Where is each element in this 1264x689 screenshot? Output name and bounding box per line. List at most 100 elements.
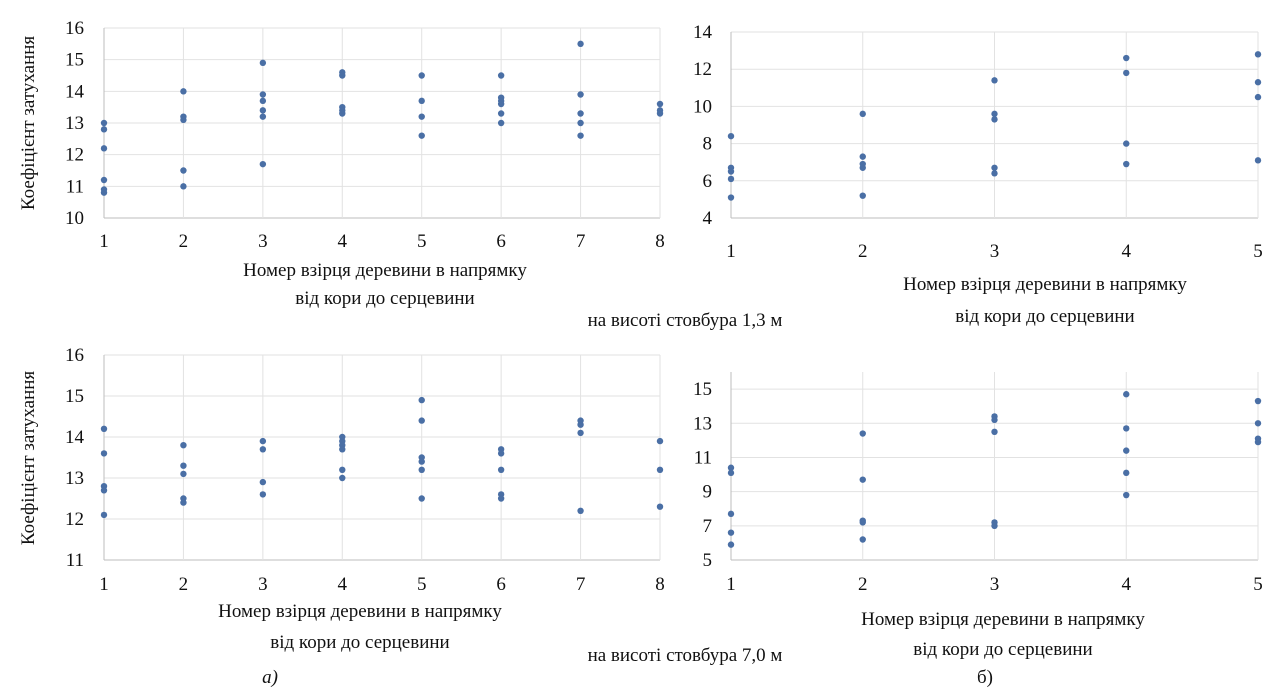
- x-tick-label: 8: [655, 574, 665, 595]
- data-point: [656, 503, 664, 510]
- data-point: [1254, 397, 1262, 405]
- x-tick-label: 5: [1253, 241, 1263, 262]
- data-point: [180, 183, 187, 190]
- x-tick-label: 2: [858, 574, 868, 595]
- caption-top: на висоті стовбура 1,3 м: [588, 310, 783, 331]
- x-axis-label-line2: від кори до серцевини: [913, 639, 1092, 660]
- y-tick-label: 16: [65, 345, 84, 366]
- data-point: [259, 160, 267, 168]
- data-point: [418, 458, 425, 465]
- y-tick-label: 15: [693, 379, 712, 400]
- x-tick-label: 1: [99, 231, 109, 252]
- data-point: [259, 97, 267, 105]
- y-tick-label: 14: [693, 22, 713, 43]
- x-tick-label: 5: [417, 231, 427, 252]
- y-tick-label: 11: [66, 550, 84, 571]
- y-tick-label: 7: [703, 516, 713, 537]
- data-point: [259, 91, 267, 98]
- x-tick-label: 3: [258, 574, 268, 595]
- data-point: [259, 59, 267, 67]
- data-point: [339, 466, 346, 473]
- data-point: [339, 446, 346, 453]
- data-point: [1123, 391, 1130, 398]
- data-point: [656, 110, 664, 117]
- data-point: [418, 72, 425, 79]
- x-tick-label: 5: [417, 574, 427, 595]
- data-point: [859, 476, 866, 483]
- data-point: [1123, 425, 1130, 432]
- y-tick-label: 16: [65, 18, 84, 39]
- data-point: [418, 132, 425, 139]
- data-point: [497, 466, 505, 473]
- x-tick-label: 4: [338, 574, 348, 595]
- data-point: [727, 168, 735, 175]
- x-axis-label-line1: Номер взірця деревини в напрямку: [861, 609, 1145, 630]
- data-point: [991, 428, 998, 436]
- data-point: [339, 474, 346, 482]
- data-point: [339, 110, 346, 117]
- data-point: [100, 126, 108, 133]
- x-tick-label: 7: [576, 574, 586, 595]
- data-point: [991, 116, 998, 123]
- data-point: [577, 110, 584, 117]
- data-point: [259, 491, 267, 498]
- y-tick-label: 5: [703, 550, 713, 571]
- x-tick-label: 6: [496, 231, 506, 252]
- x-tick-label: 4: [1122, 574, 1132, 595]
- y-tick-label: 10: [693, 96, 712, 117]
- x-axis-label-line2: від кори до серцевини: [270, 632, 449, 653]
- data-point: [497, 72, 505, 79]
- data-point: [259, 478, 267, 486]
- data-point: [727, 464, 735, 471]
- y-tick-label: 11: [66, 176, 84, 197]
- x-tick-label: 4: [1122, 241, 1132, 262]
- y-tick-label: 11: [694, 447, 712, 468]
- y-tick-label: 15: [65, 386, 84, 407]
- data-point: [100, 176, 108, 184]
- data-point: [991, 77, 998, 84]
- label-b: б): [977, 667, 993, 688]
- y-tick-label: 4: [703, 208, 713, 229]
- x-tick-label: 3: [990, 574, 1000, 595]
- data-point: [180, 442, 187, 449]
- y-tick-label: 10: [65, 208, 84, 229]
- data-point: [859, 153, 866, 160]
- x-tick-label: 1: [726, 241, 736, 262]
- y-tick-label: 13: [65, 468, 84, 489]
- data-point: [100, 511, 108, 519]
- data-point: [991, 164, 998, 171]
- y-tick-label: 12: [65, 509, 84, 530]
- data-point: [180, 167, 187, 174]
- data-point: [577, 40, 584, 48]
- x-tick-label: 6: [496, 574, 506, 595]
- x-tick-label: 3: [990, 241, 1000, 262]
- data-point: [1254, 79, 1262, 86]
- data-point: [1254, 93, 1262, 101]
- data-point: [100, 189, 108, 196]
- data-point: [418, 417, 425, 424]
- y-tick-label: 15: [65, 50, 84, 71]
- data-point: [656, 100, 664, 108]
- x-axis-label-line1: Номер взірця деревини в напрямку: [243, 260, 527, 281]
- data-point: [727, 510, 735, 518]
- data-point: [339, 72, 346, 79]
- x-tick-label: 2: [179, 231, 189, 252]
- data-point: [859, 536, 866, 543]
- data-point: [859, 164, 866, 171]
- y-tick-label: 14: [65, 427, 85, 448]
- y-tick-label: 9: [703, 482, 713, 503]
- x-tick-label: 3: [258, 231, 268, 252]
- data-point: [1123, 140, 1130, 147]
- data-point: [259, 113, 267, 120]
- caption-bottom: на висоті стовбура 7,0 м: [588, 645, 783, 666]
- data-point: [497, 110, 505, 117]
- y-tick-label: 8: [703, 134, 713, 155]
- data-point: [577, 429, 584, 437]
- data-point: [859, 430, 866, 437]
- data-point: [1254, 438, 1262, 446]
